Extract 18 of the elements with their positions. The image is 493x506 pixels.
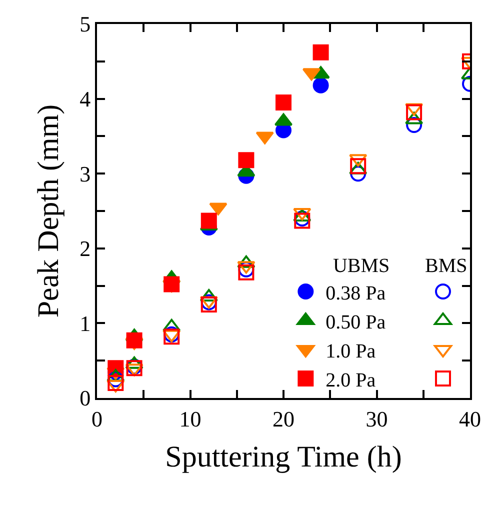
y-axis-title: Peak Depth (mm) bbox=[32, 104, 66, 318]
legend-label: 0.50 Pa bbox=[326, 311, 386, 334]
y-tick-label: 0 bbox=[80, 386, 91, 411]
x-tick-label: 20 bbox=[272, 406, 294, 432]
x-axis-title: Sputtering Time (h) bbox=[165, 440, 402, 474]
x-tick-label: 40 bbox=[459, 406, 481, 432]
y-tick-label: 3 bbox=[80, 161, 91, 186]
legend-label: 1.0 Pa bbox=[326, 340, 376, 362]
legend-label: 2.0 Pa bbox=[326, 369, 376, 392]
annotation: BMS bbox=[425, 255, 468, 277]
legend-title: UBMS bbox=[332, 255, 390, 277]
y-tick-label: 4 bbox=[80, 86, 91, 112]
x-tick-label: 30 bbox=[366, 406, 388, 432]
y-tick-label: 5 bbox=[80, 12, 91, 37]
y-tick-label: 1 bbox=[80, 310, 91, 336]
legend-label: 0.38 Pa bbox=[326, 282, 386, 304]
y-tick-label: 2 bbox=[80, 236, 91, 262]
x-tick-label: 10 bbox=[179, 406, 202, 432]
